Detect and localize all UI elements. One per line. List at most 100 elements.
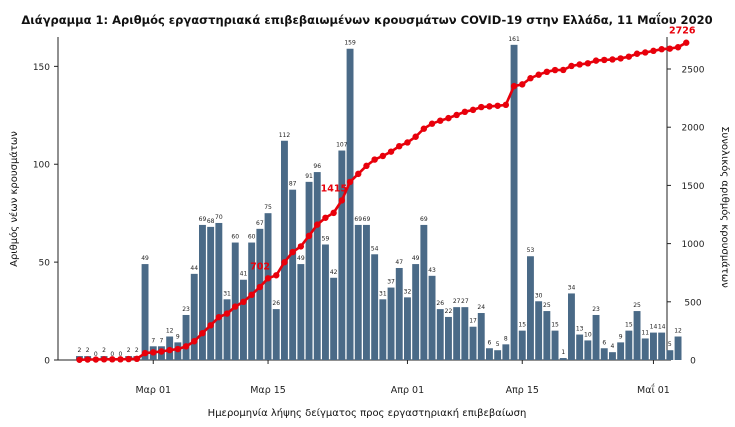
bar-value-label: 49 [297,255,305,262]
cumulative-point [158,348,165,355]
cumulative-point [674,44,682,51]
bar-value-label: 14 [658,324,666,331]
cumulative-point [617,55,624,62]
y2-tick-label: 2000 [682,124,705,134]
cumulative-point [576,61,583,68]
bar-value-label: 69 [354,216,362,223]
bar-value-label: 12 [166,328,174,335]
bar [272,309,280,360]
bar-value-label: 9 [176,333,180,340]
bar [486,348,493,360]
bar-value-label: 24 [477,304,485,311]
cumulative-point [322,214,329,221]
cumulative-point [642,49,649,56]
bar [633,311,641,360]
bar [445,316,452,360]
y-tick-label: 0 [44,357,50,367]
bar-value-label: 91 [305,173,313,180]
bar-value-label: 44 [190,265,198,272]
bar [650,332,657,360]
cumulative-point [314,221,321,228]
y-tick-label: 50 [39,259,51,269]
cumulative-point [683,39,690,46]
bar-value-label: 23 [182,306,190,313]
bar [527,256,534,360]
bar [190,273,198,360]
bar-value-label: 17 [469,318,477,325]
bar-value-label: 43 [428,267,436,274]
bar-value-label: 60 [248,234,256,241]
bar [264,213,272,360]
bar [363,224,370,360]
bar-value-label: 2 [135,347,139,354]
bar [346,48,354,360]
cumulative-point [461,108,469,116]
bar [453,307,461,360]
bar-value-label: 42 [330,269,338,276]
bar [625,330,633,360]
bar [428,275,436,360]
cumulative-annotation: 2726 [669,26,696,37]
bar [330,277,338,360]
cumulative-point [273,272,280,279]
bar [674,336,682,360]
bar-value-label: 9 [619,333,623,340]
bar-value-label: 1 [561,349,565,356]
cumulative-point [346,178,354,186]
bar-value-label: 8 [504,335,508,342]
bar [461,307,469,360]
bar-value-label: 54 [371,245,379,252]
x-tick-label: Απρ 01 [391,385,424,396]
cumulative-point [256,283,264,291]
bar [338,150,346,360]
bar-value-label: 47 [395,259,403,266]
cumulative-annotation: 1415 [321,183,347,194]
bar-value-label: 0 [119,351,123,358]
cumulative-point [199,330,206,337]
y2-tick-label: 500 [684,298,701,308]
bar [207,226,215,360]
cumulative-point [535,71,542,78]
cumulative-point [166,346,173,354]
bar [182,314,190,360]
cumulative-point [150,349,157,356]
cumulative-point [412,133,419,140]
bar [289,189,297,360]
bar-value-label: 49 [141,255,149,262]
bar-value-label: 67 [256,220,264,227]
cumulative-point [76,356,83,363]
cumulative-point [510,82,518,90]
bar [141,264,149,360]
x-axis-label: Ημερομηνία λήψης δείγματος προς εργαστηρ… [208,407,527,419]
bar [379,299,387,360]
cumulative-point [355,170,362,178]
x-tick-label: Μαρ 01 [135,385,171,396]
bar-value-label: 27 [453,298,461,305]
cumulative-point [174,345,182,353]
bar-value-label: 15 [551,322,559,329]
cumulative-point [420,125,428,132]
bar [199,224,206,360]
bar [576,334,584,360]
bar-value-label: 10 [584,331,592,338]
bar [518,330,526,360]
bar-value-label: 41 [240,271,248,278]
cumulative-point [445,114,452,122]
cumulative-point [281,259,288,266]
bar-value-label: 25 [543,302,551,309]
cumulative-point [330,209,337,217]
bar-value-label: 5 [496,341,500,348]
bar [404,297,411,360]
y2-tick-label: 1500 [682,182,705,192]
bar [568,293,575,360]
bar [510,44,518,361]
bar-value-label: 161 [508,36,520,43]
bar [559,358,567,360]
cumulative-point [551,66,559,74]
bar-value-label: 26 [272,300,280,307]
bar [256,228,264,360]
cumulative-point [371,156,378,163]
bar [281,140,288,360]
bar [215,222,223,360]
